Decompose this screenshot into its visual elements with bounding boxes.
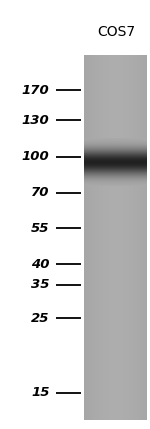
Text: 35: 35	[31, 278, 50, 291]
Text: 15: 15	[31, 387, 50, 399]
Text: 40: 40	[31, 257, 50, 271]
Text: 25: 25	[31, 311, 50, 324]
Text: 70: 70	[31, 187, 50, 199]
Text: 100: 100	[22, 151, 50, 163]
Text: COS7: COS7	[97, 25, 135, 39]
Text: 55: 55	[31, 221, 50, 235]
Text: 170: 170	[22, 84, 50, 97]
Text: 130: 130	[22, 114, 50, 127]
